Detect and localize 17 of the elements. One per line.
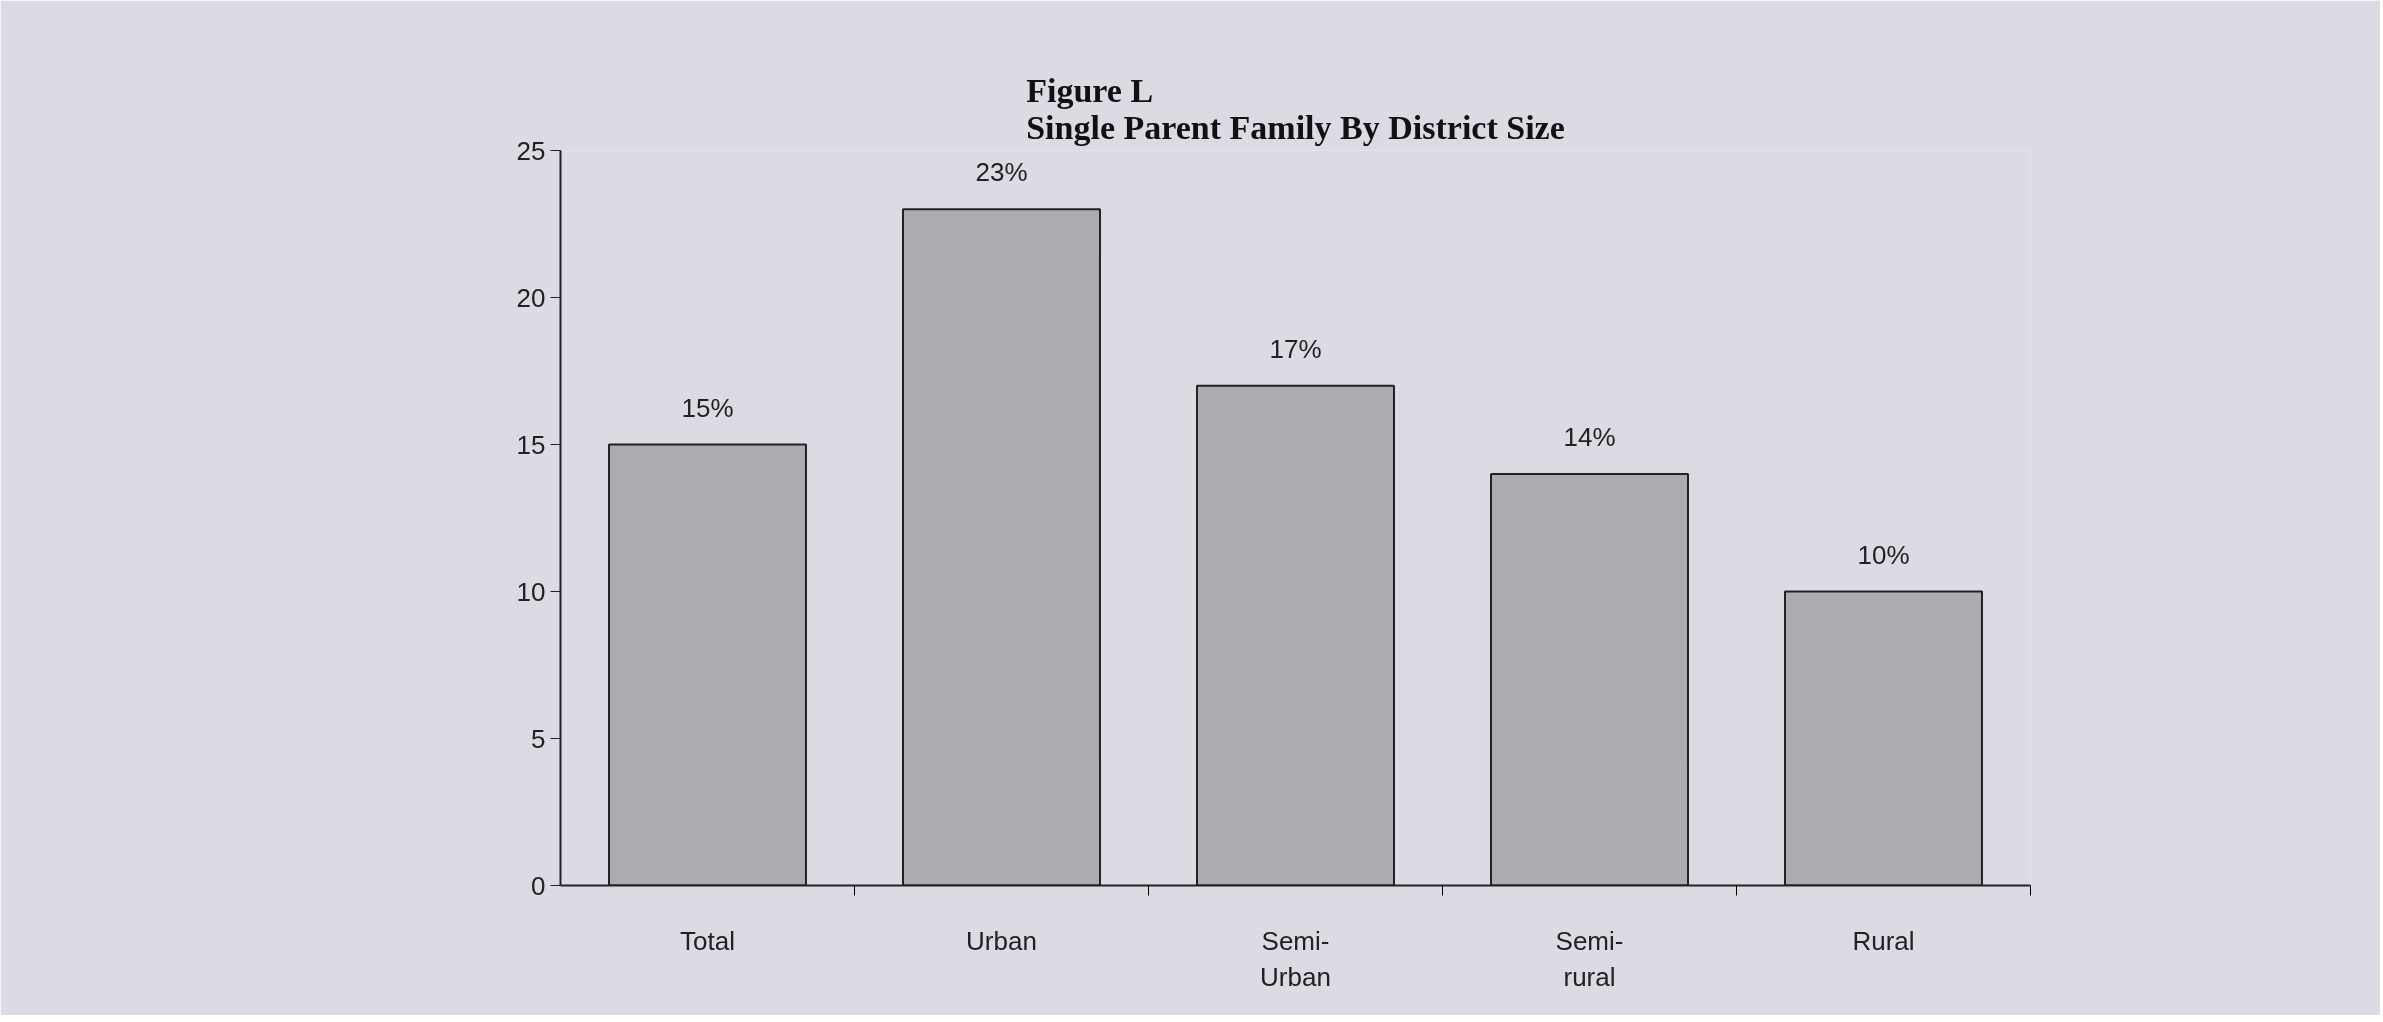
data-label: 23% <box>975 157 1028 188</box>
x-tick-label: Rural <box>1852 925 1915 956</box>
data-label: 14% <box>1563 421 1616 452</box>
y-tick-label: 10 <box>516 576 546 607</box>
y-tick-label: 5 <box>531 723 546 754</box>
y-tick-label: 0 <box>531 870 546 901</box>
y-tick-label: 15 <box>516 429 546 460</box>
y-tick-label: 25 <box>516 135 546 166</box>
data-label: 10% <box>1857 539 1910 570</box>
chart-title: Figure L Single Parent Family By District Size <box>1026 71 1565 146</box>
x-tick-label: Urban <box>966 925 1037 956</box>
x-tick-label: Total <box>680 925 735 956</box>
x-tick-label: Semi- Urban <box>1260 925 1331 992</box>
y-tick-label: 20 <box>516 282 546 313</box>
x-tick-label: Semi- rural <box>1555 925 1624 992</box>
data-label: 15% <box>681 392 734 423</box>
data-label: 17% <box>1269 333 1322 364</box>
